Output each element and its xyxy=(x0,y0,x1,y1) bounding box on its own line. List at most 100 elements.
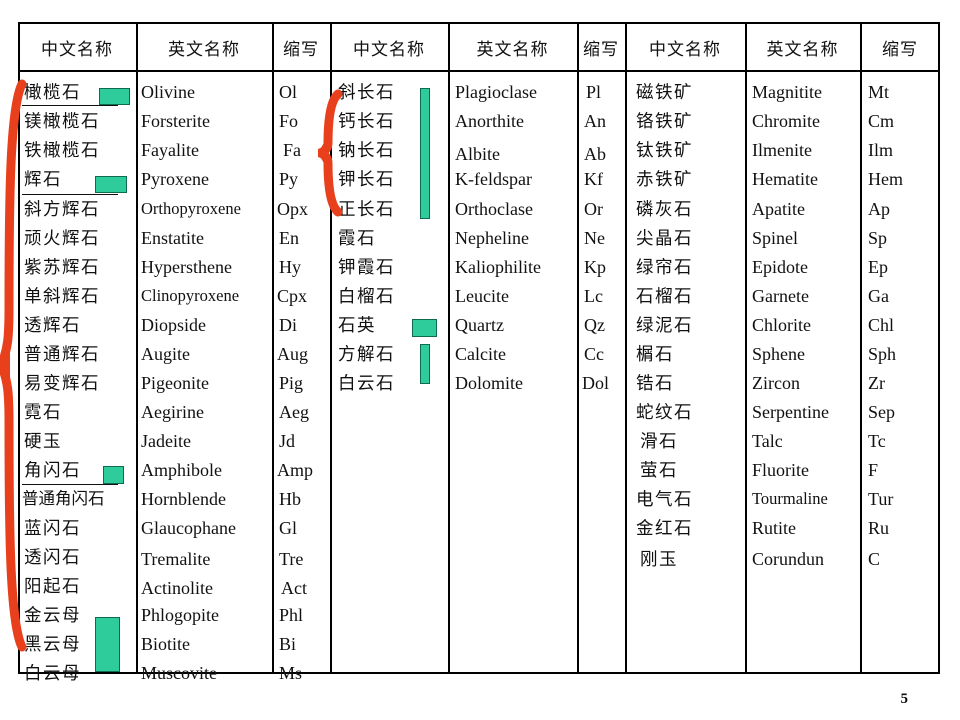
table-cell-en: Kaliophilite xyxy=(455,257,541,277)
table-cell-ab: Hy xyxy=(279,257,301,277)
table-cell-cn: 易变辉石 xyxy=(24,373,100,393)
table-cell-cn: 铬铁矿 xyxy=(636,111,693,131)
table-cell-cn: 紫苏辉石 xyxy=(24,257,100,277)
table-cell-en: Albite xyxy=(455,144,500,164)
header-english-3: 英文名称 xyxy=(766,39,839,59)
table-cell-ab: Aeg xyxy=(279,402,309,422)
header-chinese-3: 中文名称 xyxy=(649,39,721,59)
column-rule-8 xyxy=(745,24,860,672)
table-cell-en: Clinopyroxene xyxy=(141,286,240,305)
highlight-bar-carbonate xyxy=(420,344,430,384)
table-cell-cn: 金红石 xyxy=(636,518,693,538)
table-cell-cn: 钛铁矿 xyxy=(636,140,693,160)
table-cell-cn: 普通辉石 xyxy=(24,344,100,364)
table-cell-cn: 蛇纹石 xyxy=(636,402,693,422)
table-cell-cn: 方解石 xyxy=(338,344,395,364)
table-cell-cn: 蓝闪石 xyxy=(24,518,81,538)
table-cell-cn: 阳起石 xyxy=(24,576,81,596)
column-rule-1 xyxy=(18,24,136,672)
table-cell-ab: Pl xyxy=(586,82,602,102)
table-cell-ab: Opx xyxy=(277,199,308,219)
mineral-name-table xyxy=(18,22,940,674)
table-cell-en: Aegirine xyxy=(141,402,204,422)
underline-annotation-amphibole xyxy=(22,484,118,485)
table-cell-cn: 刚玉 xyxy=(640,549,678,569)
table-cell-en: Pyroxene xyxy=(141,169,209,189)
table-cell-ab: Ilm xyxy=(868,140,893,160)
table-cell-cn: 钾长石 xyxy=(338,169,395,189)
table-cell-ab: Aug xyxy=(277,344,308,364)
table-cell-en: Spinel xyxy=(752,228,799,248)
column-rule-4 xyxy=(330,24,448,672)
table-cell-en: Nepheline xyxy=(455,228,529,248)
header-english-2: 英文名称 xyxy=(476,39,549,59)
table-cell-en: Enstatite xyxy=(141,228,204,248)
table-cell-en: Diopside xyxy=(141,315,206,335)
table-cell-en: Orthoclase xyxy=(455,199,533,219)
table-cell-ab: Qz xyxy=(584,315,605,335)
table-cell-ab: Sp xyxy=(868,228,888,248)
table-cell-en: Olivine xyxy=(141,82,195,102)
table-cell-en: Fluorite xyxy=(752,460,809,480)
table-cell-cn: 透闪石 xyxy=(24,547,81,567)
table-cell-ab: Ap xyxy=(868,199,890,219)
table-cell-ab: Ne xyxy=(584,228,605,248)
column-rule-6 xyxy=(577,24,625,672)
table-cell-ab: C xyxy=(868,549,881,569)
header-chinese-2: 中文名称 xyxy=(353,39,425,59)
table-cell-ab: Ga xyxy=(868,286,889,306)
table-cell-ab: Jd xyxy=(279,431,296,451)
table-cell-ab: Act xyxy=(281,578,307,598)
table-cell-en: Zircon xyxy=(752,373,800,393)
highlight-rect-pyroxene xyxy=(95,176,127,193)
table-cell-cn: 斜方辉石 xyxy=(24,199,100,219)
highlight-bar-feldspar xyxy=(420,88,430,219)
table-cell-ab: Phl xyxy=(279,605,304,625)
red-brace-feldspar xyxy=(318,89,343,217)
table-cell-en: Ilmenite xyxy=(752,140,812,160)
table-cell-ab: Gl xyxy=(279,518,297,538)
header-abbrev-2: 缩写 xyxy=(583,39,619,59)
table-cell-ab: Cpx xyxy=(277,286,308,306)
table-cell-ab: An xyxy=(584,111,606,131)
table-cell-en: Chlorite xyxy=(752,315,811,335)
table-cell-cn: 尖晶石 xyxy=(636,228,693,248)
table-cell-cn: 锆石 xyxy=(636,373,674,393)
table-cell-en: Sphene xyxy=(752,344,805,364)
table-cell-en: Orthopyroxene xyxy=(141,199,241,218)
table-cell-ab: Bi xyxy=(279,634,297,654)
table-cell-en: Amphibole xyxy=(141,460,222,480)
table-cell-cn: 石英 xyxy=(338,315,376,335)
table-cell-cn: 斜长石 xyxy=(338,82,395,102)
table-cell-cn: 普通角闪石 xyxy=(22,489,105,508)
column-rule-7 xyxy=(625,24,745,672)
table-cell-ab: Ol xyxy=(279,82,297,102)
table-cell-en: Leucite xyxy=(455,286,509,306)
table-cell-en: Chromite xyxy=(752,111,820,131)
table-cell-cn: 硬玉 xyxy=(24,431,62,451)
underline-annotation-olivine xyxy=(22,105,118,106)
table-cell-en: Jadeite xyxy=(141,431,191,451)
table-cell-ab: En xyxy=(279,228,299,248)
table-cell-cn: 铁橄榄石 xyxy=(24,140,100,160)
page-number: 5 xyxy=(900,691,909,707)
table-cell-ab: Chl xyxy=(868,315,895,335)
table-cell-ab: Ab xyxy=(584,144,606,164)
table-cell-en: Epidote xyxy=(752,257,808,277)
highlight-rect-amphibole xyxy=(103,466,124,484)
table-cell-cn: 白云石 xyxy=(338,373,395,393)
table-cell-en: Anorthite xyxy=(455,111,524,131)
table-cell-en: Magnitite xyxy=(752,82,822,102)
table-cell-en: Serpentine xyxy=(752,402,829,422)
red-brace-left-large xyxy=(0,79,27,652)
table-cell-ab: Hem xyxy=(868,169,903,189)
table-cell-cn: 萤石 xyxy=(640,460,678,480)
highlight-rect-olivine xyxy=(99,88,130,105)
header-english-1: 英文名称 xyxy=(168,39,240,59)
header-separator-rule xyxy=(18,70,940,72)
table-cell-ab: Ep xyxy=(868,257,888,277)
table-cell-en: Rutite xyxy=(752,518,796,538)
table-cell-cn: 橄榄石 xyxy=(24,82,81,102)
column-rule-2 xyxy=(136,24,272,672)
